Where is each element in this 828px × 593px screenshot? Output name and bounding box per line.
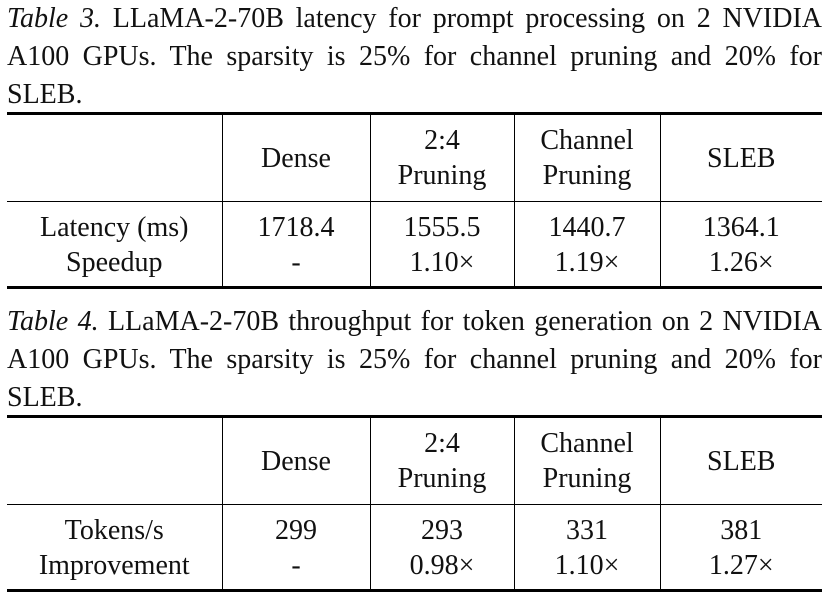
header-cell: Dense — [221, 113, 370, 202]
cell: 293 — [369, 504, 514, 548]
cell: 1.27× — [659, 548, 822, 591]
table-row: Tokens/s 299 293 331 381 — [7, 504, 822, 548]
cell: 0.98× — [369, 548, 514, 591]
table-head: Dense 2:4 Pruning Channel Pruning SLEB — [7, 113, 822, 202]
table-block: Table 4. LLaMA-2-70B throughput for toke… — [7, 303, 822, 592]
header-cell: 2:4 Pruning — [369, 113, 514, 202]
cell: 1.10× — [369, 245, 514, 288]
header-cell: Dense — [221, 416, 370, 505]
cell: 1.19× — [513, 245, 660, 288]
header-line: SLEB — [707, 445, 776, 477]
table: Dense 2:4 Pruning Channel Pruning SLEB Latency… — [7, 112, 822, 289]
header-line: Pruning — [542, 463, 632, 494]
header-line: 2:4 — [424, 125, 460, 156]
table-head: Dense 2:4 Pruning Channel Pruning SLEB — [7, 416, 822, 505]
cell: 1364.1 — [659, 201, 822, 245]
header-cell: Channel Pruning — [513, 113, 660, 202]
header-line: Dense — [261, 445, 331, 477]
table-body: Latency (ms) 1718.4 1555.5 1440.7 1364.1 Spee… — [7, 201, 822, 288]
caption-text: LLaMA-2-70B throughput for token generat… — [7, 306, 823, 413]
table: Dense 2:4 Pruning Channel Pruning SLEB Tokens/… — [7, 415, 822, 592]
table-block: Table 3. LLaMA-2-70B latency for prompt … — [7, 0, 822, 289]
caption-label: Table 3. — [7, 3, 101, 34]
cell: 381 — [659, 504, 822, 548]
header-line: Pruning — [542, 160, 632, 191]
header-cell: 2:4 Pruning — [369, 416, 514, 505]
header-cell: SLEB — [659, 416, 822, 505]
header-line: Pruning — [397, 160, 487, 191]
cell: - — [221, 245, 370, 288]
table-row: Latency (ms) 1718.4 1555.5 1440.7 1364.1 — [7, 201, 822, 245]
row-label: Speedup — [66, 247, 163, 278]
cell: 1.10× — [513, 548, 660, 591]
cell: 1555.5 — [369, 201, 514, 245]
caption-label: Table 4. — [7, 306, 99, 337]
cell: 299 — [221, 504, 370, 548]
header-cell — [7, 113, 222, 202]
cell: 1718.4 — [221, 201, 370, 245]
caption: Table 4. LLaMA-2-70B throughput for toke… — [7, 303, 822, 415]
table-row: Speedup -1.10× 1.19× 1.26× — [7, 245, 822, 288]
header-line: Channel — [540, 428, 634, 459]
cell: 1.26× — [659, 245, 822, 288]
header-cell: Channel Pruning — [513, 416, 660, 505]
header-cell: SLEB — [659, 113, 822, 202]
row-label: Improvement — [38, 550, 190, 581]
header-line: 2:4 — [424, 428, 460, 459]
header-line: Channel — [540, 125, 634, 156]
cell: - — [221, 548, 370, 591]
caption-text: LLaMA-2-70B latency for prompt processin… — [7, 3, 823, 110]
header-cell — [7, 416, 222, 505]
header-line: SLEB — [707, 142, 776, 174]
row-label: Tokens/s — [64, 515, 164, 546]
caption: Table 3. LLaMA-2-70B latency for prompt … — [7, 0, 822, 112]
header-row: Dense 2:4 Pruning Channel Pruning SLEB — [7, 416, 822, 505]
cell: 1440.7 — [513, 201, 660, 245]
header-line: Pruning — [397, 463, 487, 494]
cell: 331 — [513, 504, 660, 548]
row-label: Latency (ms) — [40, 212, 189, 243]
table-body: Tokens/s 299 293 331 381 Improvement -0.98× 1.1… — [7, 504, 822, 591]
header-line: Dense — [261, 142, 331, 174]
header-row: Dense 2:4 Pruning Channel Pruning SLEB — [7, 113, 822, 202]
table-row: Improvement -0.98× 1.10× 1.27× — [7, 548, 822, 591]
